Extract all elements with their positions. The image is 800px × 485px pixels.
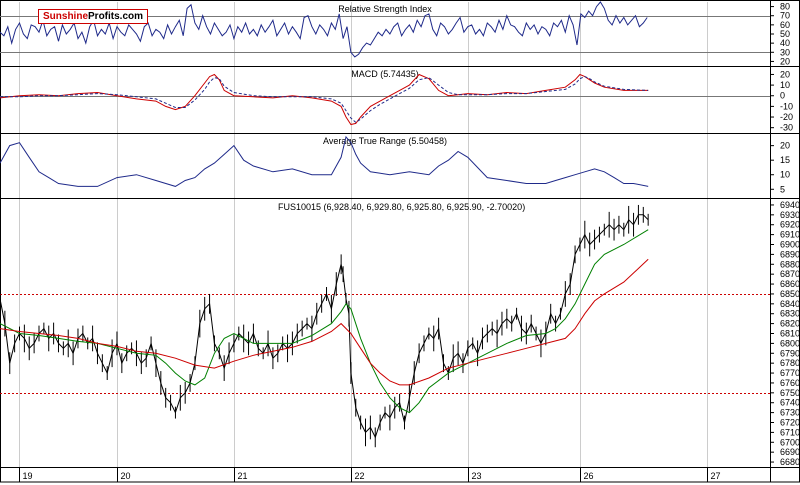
series-line [0, 258, 649, 386]
y-tick-label: 20 [780, 69, 790, 79]
y-tick-label: 0 [780, 91, 785, 101]
x-tick-label: 23 [472, 471, 482, 481]
y-tick-label: 40 [780, 38, 790, 48]
y-tick-label: 10 [780, 80, 790, 90]
y-tick-label: 60 [780, 20, 790, 30]
y-tick-label: 10 [780, 170, 790, 180]
series-line [0, 73, 649, 126]
watermark-part2: Profits.com [88, 11, 144, 22]
y-tick-label: 6940 [780, 200, 800, 210]
series-line [0, 135, 649, 187]
y-tick-label: 6880 [780, 259, 800, 269]
y-tick-label: 6680 [780, 457, 800, 467]
y-tick-label: 6820 [780, 319, 800, 329]
y-tick-label: 70 [780, 11, 790, 21]
y-tick-label: 6760 [780, 378, 800, 388]
y-tick-label: 6750 [780, 388, 800, 398]
y-tick-label: 20 [780, 141, 790, 151]
y-tick-label: 6730 [780, 408, 800, 418]
panel-title: Average True Range (5.50458) [323, 136, 447, 146]
series-line [0, 214, 649, 439]
x-tick-label: 21 [238, 471, 248, 481]
y-tick-label: 15 [780, 155, 790, 165]
y-tick-label: 6910 [780, 230, 800, 240]
y-tick-label: 50 [780, 29, 790, 39]
x-tick-label: 27 [711, 471, 721, 481]
y-tick-label: 6840 [780, 299, 800, 309]
x-tick-label: 20 [121, 471, 131, 481]
y-tick-label: 5 [780, 184, 785, 194]
y-tick-label: -10 [780, 101, 793, 111]
x-tick-label: 26 [584, 471, 594, 481]
y-tick-label: 6720 [780, 418, 800, 428]
y-tick-label: 6900 [780, 240, 800, 250]
series-line [0, 229, 649, 414]
y-tick-label: 6920 [780, 220, 800, 230]
y-tick-label: 6930 [780, 210, 800, 220]
y-tick-label: 6740 [780, 398, 800, 408]
y-tick-label: -30 [780, 123, 793, 133]
series-line [0, 76, 649, 124]
y-tick-label: 20 [780, 56, 790, 66]
watermark-logo: SunshineProfits.com [38, 9, 149, 24]
panel-title: MACD (5.74435) [351, 69, 419, 79]
y-tick-label: 6700 [780, 437, 800, 447]
y-tick-label: 6830 [780, 309, 800, 319]
y-tick-label: 6860 [780, 279, 800, 289]
y-tick-label: 6790 [780, 348, 800, 358]
y-tick-label: 6870 [780, 269, 800, 279]
y-tick-label: 6780 [780, 358, 800, 368]
x-tick-label: 19 [23, 471, 33, 481]
panel-title: Relative Strength Index [338, 4, 432, 14]
y-tick-label: 6800 [780, 338, 800, 348]
watermark-part1: Sunshine [43, 11, 89, 22]
y-tick-label: 6890 [780, 249, 800, 259]
y-tick-label: 6850 [780, 289, 800, 299]
y-tick-label: -20 [780, 112, 793, 122]
y-tick-label: 6690 [780, 447, 800, 457]
y-tick-label: 80 [780, 2, 790, 12]
series-line [0, 1, 648, 58]
y-tick-label: 6810 [780, 329, 800, 339]
panel-title: FUS10015 (6,928.40, 6,929.80, 6,925.80, … [278, 202, 525, 212]
y-tick-label: 6710 [780, 427, 800, 437]
y-tick-label: 30 [780, 47, 790, 57]
y-tick-label: 6770 [780, 368, 800, 378]
x-tick-label: 22 [355, 471, 365, 481]
